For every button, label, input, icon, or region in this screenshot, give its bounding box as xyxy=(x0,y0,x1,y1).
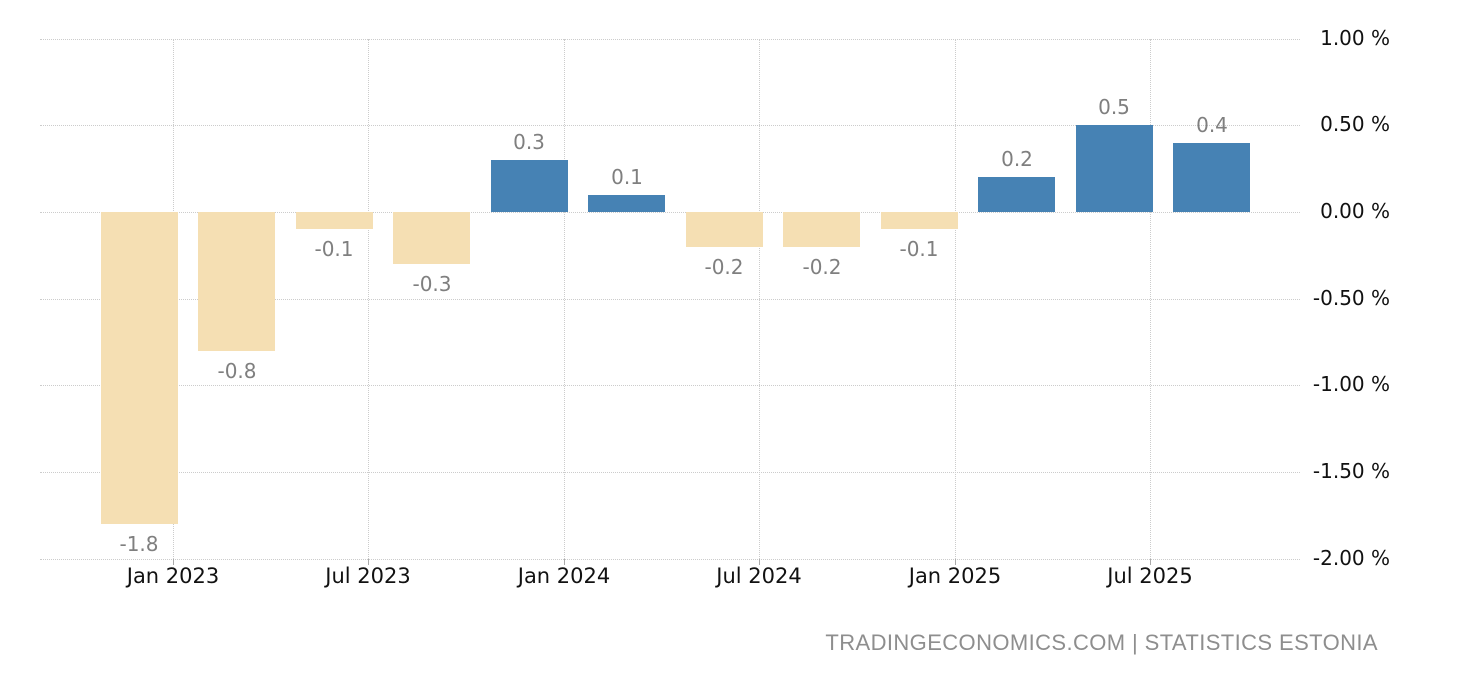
bar-value-label: -0.1 xyxy=(899,237,939,261)
x-gridline xyxy=(1150,39,1151,559)
y-gridline xyxy=(40,559,1300,560)
x-axis-tick-mark xyxy=(1150,559,1151,565)
bar-value-label: 0.1 xyxy=(611,165,643,189)
bar-negative xyxy=(393,212,470,264)
bar-value-label: -0.1 xyxy=(314,237,354,261)
x-axis-tick-mark xyxy=(759,559,760,565)
bar-value-label: -0.8 xyxy=(217,359,257,383)
y-gridline xyxy=(40,212,1300,213)
bar-value-label: 0.4 xyxy=(1196,113,1228,137)
bar-negative xyxy=(783,212,860,247)
bar-negative xyxy=(881,212,958,229)
x-axis-tick-mark xyxy=(564,559,565,565)
y-axis-tick-label: 0.00 % xyxy=(1320,199,1390,223)
x-axis-tick-label: Jul 2023 xyxy=(325,564,411,588)
x-axis-tick-label: Jan 2024 xyxy=(517,564,611,588)
bar-value-label: 0.2 xyxy=(1001,147,1033,171)
y-gridline xyxy=(40,39,1300,40)
x-axis-tick-mark xyxy=(368,559,369,565)
bar-positive xyxy=(588,195,665,212)
bar-positive xyxy=(1076,125,1153,212)
y-axis-tick-label: -0.50 % xyxy=(1312,286,1390,310)
y-axis-tick-label: -1.50 % xyxy=(1312,459,1390,483)
bar-value-label: -1.8 xyxy=(119,532,159,556)
bar-negative xyxy=(296,212,373,229)
bar-value-label: -0.3 xyxy=(412,272,452,296)
bar-positive xyxy=(1173,143,1250,212)
y-gridline xyxy=(40,299,1300,300)
x-axis-tick-label: Jan 2023 xyxy=(126,564,220,588)
y-axis-tick-label: -1.00 % xyxy=(1312,372,1390,396)
y-axis-tick-label: -2.00 % xyxy=(1312,546,1390,570)
y-axis-tick-label: 1.00 % xyxy=(1320,26,1390,50)
y-gridline xyxy=(40,472,1300,473)
bar-positive xyxy=(978,177,1055,212)
x-axis-tick-mark xyxy=(955,559,956,565)
x-axis-tick-label: Jul 2024 xyxy=(716,564,802,588)
bar-negative xyxy=(101,212,178,524)
x-gridline xyxy=(564,39,565,559)
y-axis-tick-label: 0.50 % xyxy=(1320,112,1390,136)
bar-value-label: 0.3 xyxy=(513,130,545,154)
attribution-text: TRADINGECONOMICS.COM | STATISTICS ESTONI… xyxy=(825,630,1378,655)
bar-value-label: 0.5 xyxy=(1098,95,1130,119)
bar-value-label: -0.2 xyxy=(704,255,744,279)
x-axis-tick-mark xyxy=(173,559,174,565)
x-axis-tick-label: Jan 2025 xyxy=(908,564,1002,588)
y-gridline xyxy=(40,125,1300,126)
bar-value-label: -0.2 xyxy=(802,255,842,279)
bar-negative xyxy=(198,212,275,351)
x-gridline xyxy=(759,39,760,559)
x-gridline xyxy=(955,39,956,559)
bar-negative xyxy=(686,212,763,247)
y-gridline xyxy=(40,385,1300,386)
x-gridline xyxy=(368,39,369,559)
bar-positive xyxy=(491,160,568,212)
x-axis-tick-label: Jul 2025 xyxy=(1107,564,1193,588)
